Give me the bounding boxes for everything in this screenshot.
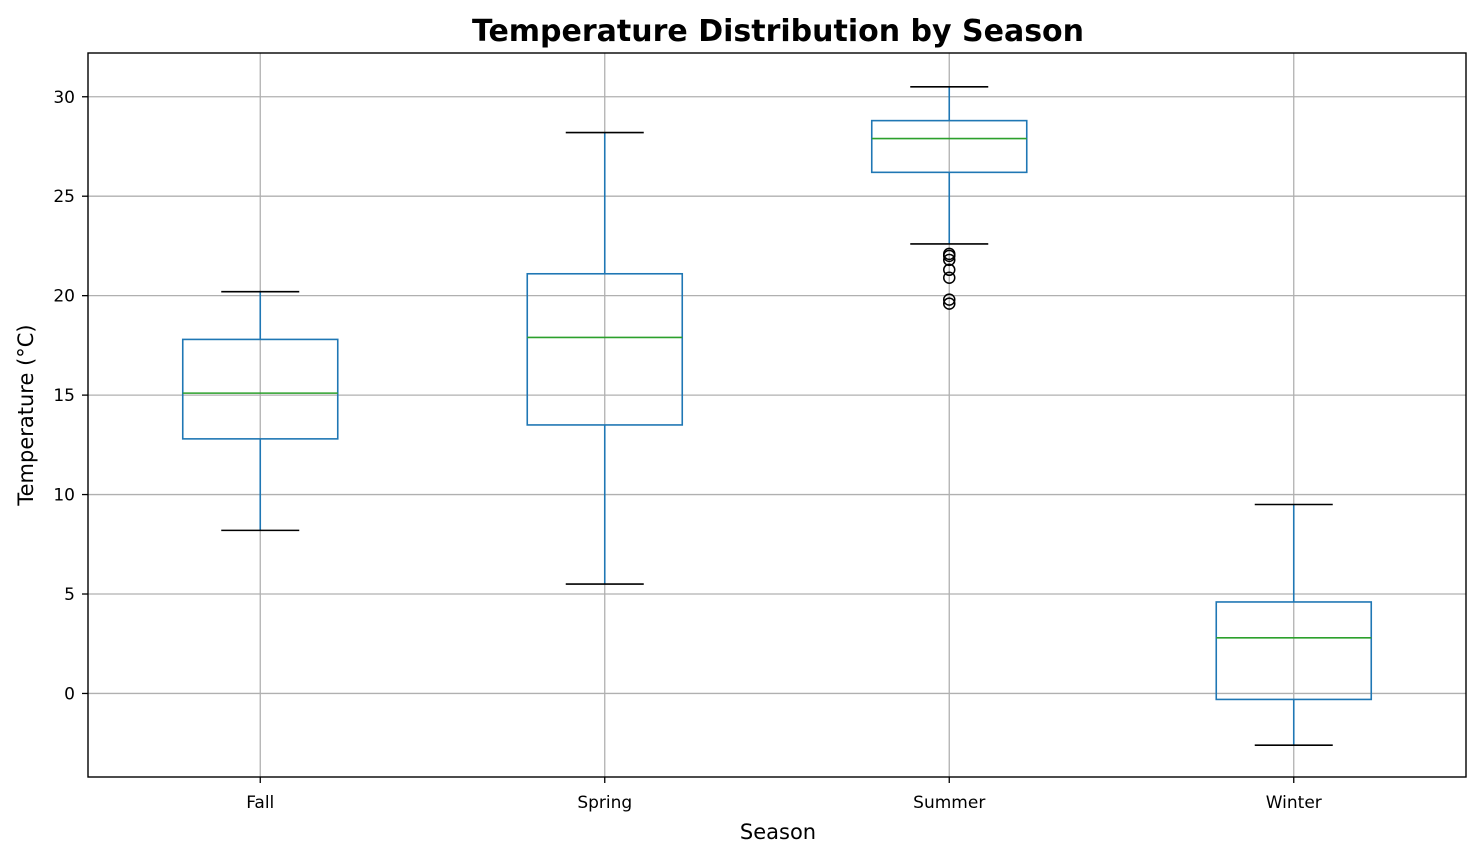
iqr-box [1215, 601, 1373, 701]
box-summer [870, 86, 1028, 310]
y-tick-label: 20 [53, 287, 75, 307]
iqr-box [526, 272, 684, 426]
grid-lines [88, 53, 1466, 777]
outlier-point [943, 297, 956, 310]
y-tick-label: 30 [53, 88, 75, 108]
box-winter [1215, 503, 1373, 746]
x-tick-label: Summer [913, 793, 985, 813]
y-tick-label: 5 [64, 585, 75, 605]
outlier-point [943, 253, 956, 267]
x-tick-label: Spring [577, 793, 632, 813]
x-tick-label: Fall [246, 793, 274, 813]
iqr-box [870, 119, 1028, 174]
outlier-point [943, 293, 956, 306]
outlier-point [943, 249, 956, 263]
y-tick-label: 25 [53, 187, 75, 207]
outlier-point [943, 271, 956, 285]
y-tick-label: 0 [64, 684, 75, 704]
x-axis-label: Season [740, 820, 816, 844]
iqr-box [181, 338, 339, 440]
plot-frame [87, 52, 1467, 778]
chart-title: Temperature Distribution by Season [472, 14, 1084, 49]
y-tick-label: 15 [53, 386, 75, 406]
x-tick-label: Winter [1266, 793, 1322, 813]
outlier-point [943, 263, 956, 277]
axes: 0 5 10 15 20 25 30 Fall Spring Summer Winter [53, 52, 1467, 813]
boxes [181, 86, 1373, 746]
y-axis-label: Temperature (°C) [14, 324, 38, 506]
y-tick-label: 10 [53, 486, 75, 506]
box-spring [526, 131, 684, 585]
box-fall [181, 290, 339, 532]
